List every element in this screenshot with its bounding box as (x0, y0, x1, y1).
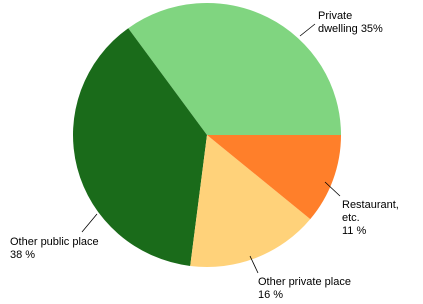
slice-label: Other private place 16 % (258, 276, 378, 302)
value-label: 35% (360, 23, 383, 35)
pie-slice (190, 135, 311, 267)
value-label: 38 % (10, 249, 36, 261)
value-label: 16 % (258, 289, 284, 301)
leader-line (81, 213, 98, 233)
pie-slice (207, 135, 341, 220)
leader-line (299, 23, 316, 37)
slice-label: Other public place 38 % (10, 236, 120, 262)
pie-slice (72, 28, 207, 266)
category-label: Other private place (258, 276, 351, 288)
category-label: Other public place (10, 236, 99, 248)
category-label: Restaurant, etc. (342, 199, 399, 224)
leader-line (324, 181, 341, 197)
category-label: Private dwelling (318, 10, 358, 35)
pie-slice (128, 3, 341, 135)
leader-line (249, 255, 259, 274)
value-label: 11 % (342, 225, 367, 237)
slice-label: Restaurant, etc. 11 % (342, 199, 412, 238)
slice-label: Private dwelling 35% (318, 10, 390, 36)
